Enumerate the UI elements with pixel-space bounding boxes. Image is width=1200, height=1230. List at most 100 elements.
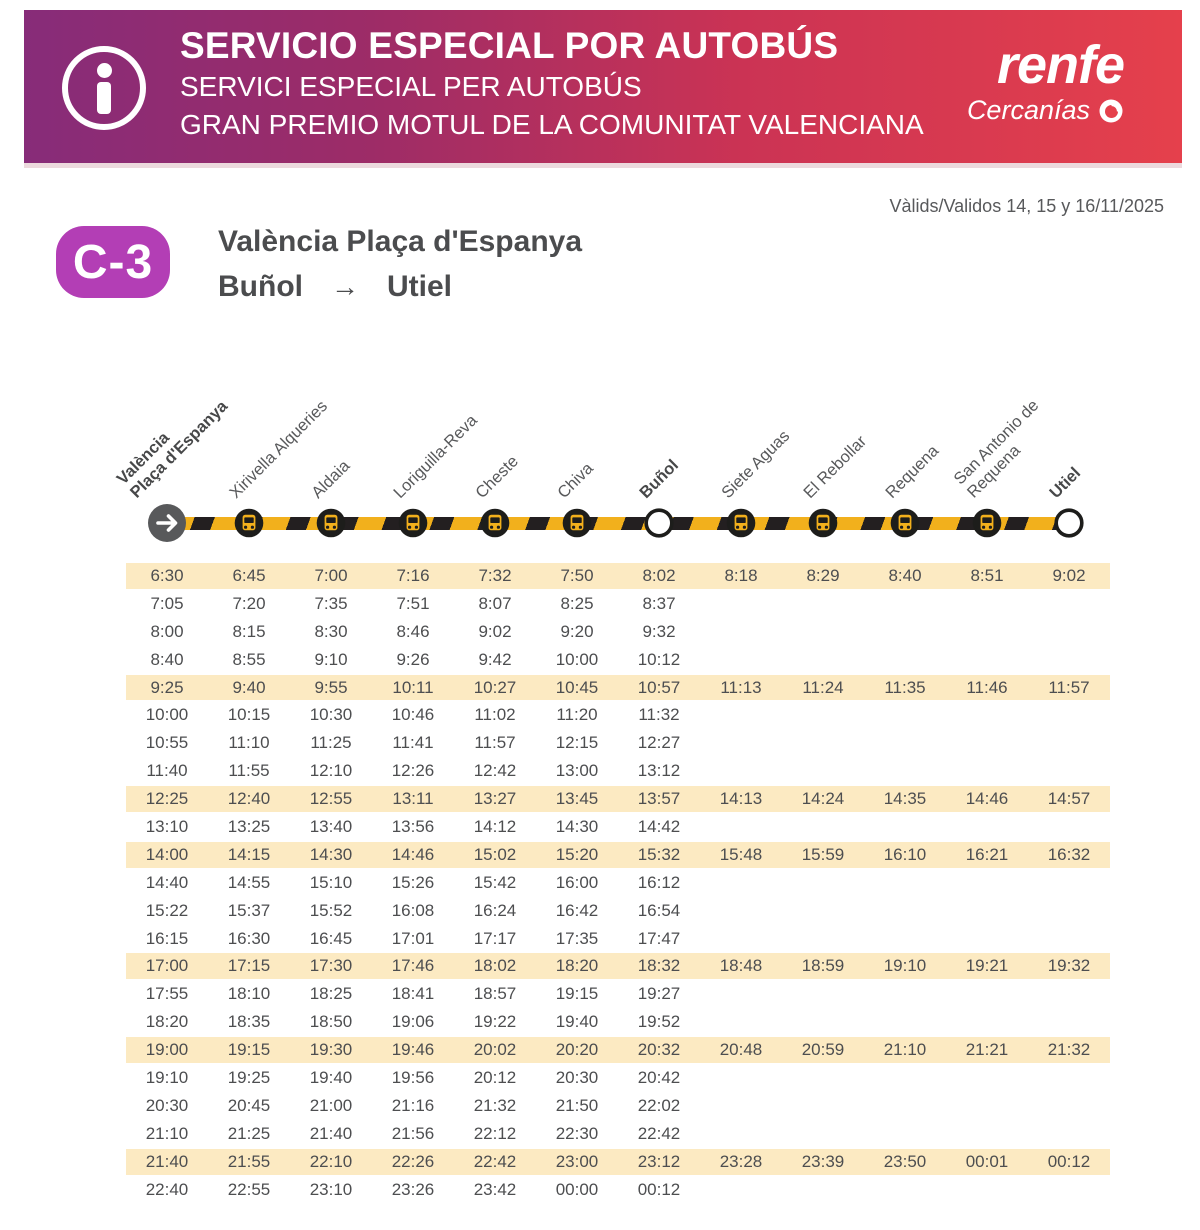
station-label-line: Loriguilla-Reva (390, 411, 481, 502)
time-cell: 13:25 (227, 816, 271, 836)
time-cell: 11:10 (228, 733, 270, 753)
time-cell: 6:30 (150, 565, 184, 585)
station-label: Aldaia (308, 457, 354, 503)
time-cell: 22:55 (227, 1179, 271, 1199)
time-cell: 21:50 (555, 1095, 599, 1115)
time-cell: 13:56 (391, 816, 435, 836)
bus-icon (234, 508, 264, 538)
info-icon-stem (97, 81, 111, 114)
time-cell: 15:52 (309, 900, 353, 920)
time-cell: 11:24 (802, 677, 844, 697)
timetable-row: 13:10 13:25 13:40 13:56 14:12 14:30 14:42 (126, 814, 1110, 840)
timetable-row: 8:00 8:15 8:30 8:46 9:02 9:20 9:32 (126, 619, 1110, 645)
time-cell: 13:40 (309, 816, 353, 836)
time-cell: 15:37 (227, 900, 271, 920)
station-label: Utiel (1046, 464, 1085, 503)
time-cell: 9:25 (150, 677, 184, 697)
time-cell: 22:02 (637, 1095, 681, 1115)
time-cell: 17:17 (473, 928, 517, 948)
time-cell: 19:30 (309, 1040, 353, 1060)
bus-icon (480, 508, 510, 538)
time-cell: 18:48 (719, 956, 763, 976)
time-cell: 16:45 (309, 928, 353, 948)
station-label: Loriguilla-Reva (390, 411, 482, 503)
time-cell: 9:42 (478, 649, 512, 669)
time-cell: 15:20 (555, 844, 599, 864)
bus-icon (316, 508, 346, 538)
timetable-row: 17:00 17:15 17:30 17:46 18:02 18:20 18:32 18:48… (126, 953, 1110, 980)
time-cell: 7:05 (150, 593, 184, 613)
time-cell: 11:32 (638, 705, 680, 725)
time-cell: 13:10 (145, 816, 189, 836)
time-cell: 22:10 (309, 1151, 353, 1171)
time-cell: 12:26 (391, 761, 435, 781)
renfe-wordmark: renfe (996, 35, 1125, 95)
time-cell: 14:15 (227, 844, 271, 864)
time-cell: 12:15 (555, 733, 599, 753)
time-cell: 19:27 (637, 984, 681, 1004)
time-cell: 22:12 (473, 1123, 517, 1143)
time-cell: 13:57 (637, 789, 681, 809)
time-cell: 7:20 (232, 593, 266, 613)
station-circle-icon (1054, 508, 1085, 539)
cercanias-icon (1098, 98, 1124, 124)
station-label-line: Utiel (1046, 463, 1085, 502)
time-cell: 12:40 (227, 789, 271, 809)
timetable-row: 6:30 6:45 7:00 7:16 7:32 7:50 8:02 8:18 8:29 8:40… (126, 563, 1110, 589)
time-cell: 17:15 (227, 956, 271, 976)
timetable-row: 8:40 8:55 9:10 9:26 9:42 10:00 10:12 (126, 647, 1110, 673)
time-cell: 14:40 (145, 872, 189, 892)
route-start-arrow-icon (147, 503, 187, 543)
time-cell: 12:10 (309, 761, 353, 781)
time-cell: 9:55 (314, 677, 348, 697)
time-cell: 11:40 (146, 761, 188, 781)
bus-icon (808, 508, 838, 538)
time-cell: 19:25 (227, 1067, 271, 1087)
bus-icon (972, 508, 1002, 538)
time-cell: 8:46 (396, 621, 430, 641)
time-cell: 14:00 (145, 844, 189, 864)
arrow-right-icon: → (330, 271, 359, 303)
time-cell: 10:00 (555, 649, 599, 669)
banner-title-es: SERVICIO ESPECIAL POR AUTOBÚS (180, 25, 839, 66)
timetable-row: 17:55 18:10 18:25 18:41 18:57 19:15 19:27 (126, 981, 1110, 1007)
time-cell: 22:42 (473, 1151, 517, 1171)
time-cell: 14:46 (965, 789, 1009, 809)
timetable-row: 20:30 20:45 21:00 21:16 21:32 21:50 22:02 (126, 1093, 1110, 1119)
time-cell: 19:56 (391, 1067, 435, 1087)
timetable-row: 11:40 11:55 12:10 12:26 12:42 13:00 13:12 (126, 758, 1110, 784)
station-label: Requena (882, 442, 943, 503)
time-cell: 8:40 (888, 565, 922, 585)
station-label-line: Siete Aguas (718, 426, 794, 502)
time-cell: 9:20 (560, 621, 594, 641)
time-cell: 21:21 (965, 1040, 1009, 1060)
time-cell: 23:50 (883, 1151, 927, 1171)
time-cell: 8:55 (232, 649, 266, 669)
bus-icon (890, 508, 920, 538)
time-cell: 10:00 (145, 705, 189, 725)
time-cell: 12:55 (309, 789, 353, 809)
timetable-row: 16:15 16:30 16:45 17:01 17:17 17:35 17:47 (126, 926, 1110, 952)
time-cell: 14:13 (719, 789, 763, 809)
timetable-row: 12:25 12:40 12:55 13:11 13:27 13:45 13:57 14:13… (126, 786, 1110, 813)
validity-text: Vàlids/Validos 14, 15 y 16/11/2025 (889, 196, 1164, 216)
time-cell: 10:57 (637, 677, 681, 697)
time-cell: 9:10 (314, 649, 348, 669)
time-cell: 00:00 (555, 1179, 599, 1199)
time-cell: 18:20 (555, 956, 599, 976)
time-cell: 21:00 (309, 1095, 353, 1115)
timetable-row: 21:10 21:25 21:40 21:56 22:12 22:30 22:42 (126, 1121, 1110, 1147)
time-cell: 7:51 (396, 593, 430, 613)
time-cell: 8:29 (806, 565, 840, 585)
time-cell: 8:18 (724, 565, 758, 585)
time-cell: 11:13 (720, 677, 762, 697)
time-cell: 21:56 (391, 1123, 435, 1143)
timetable-row: 18:20 18:35 18:50 19:06 19:22 19:40 19:52 (126, 1009, 1110, 1035)
time-cell: 20:59 (801, 1040, 845, 1060)
station-label-line: Cheste (472, 452, 522, 502)
time-cell: 23:28 (719, 1151, 763, 1171)
timetable-row: 15:22 15:37 15:52 16:08 16:24 16:42 16:54 (126, 898, 1110, 924)
time-cell: 19:22 (473, 1012, 517, 1032)
timetable: 6:30 6:45 7:00 7:16 7:32 7:50 8:02 8:18 8:29 8:40… (126, 563, 1110, 1204)
time-cell: 16:24 (473, 900, 517, 920)
